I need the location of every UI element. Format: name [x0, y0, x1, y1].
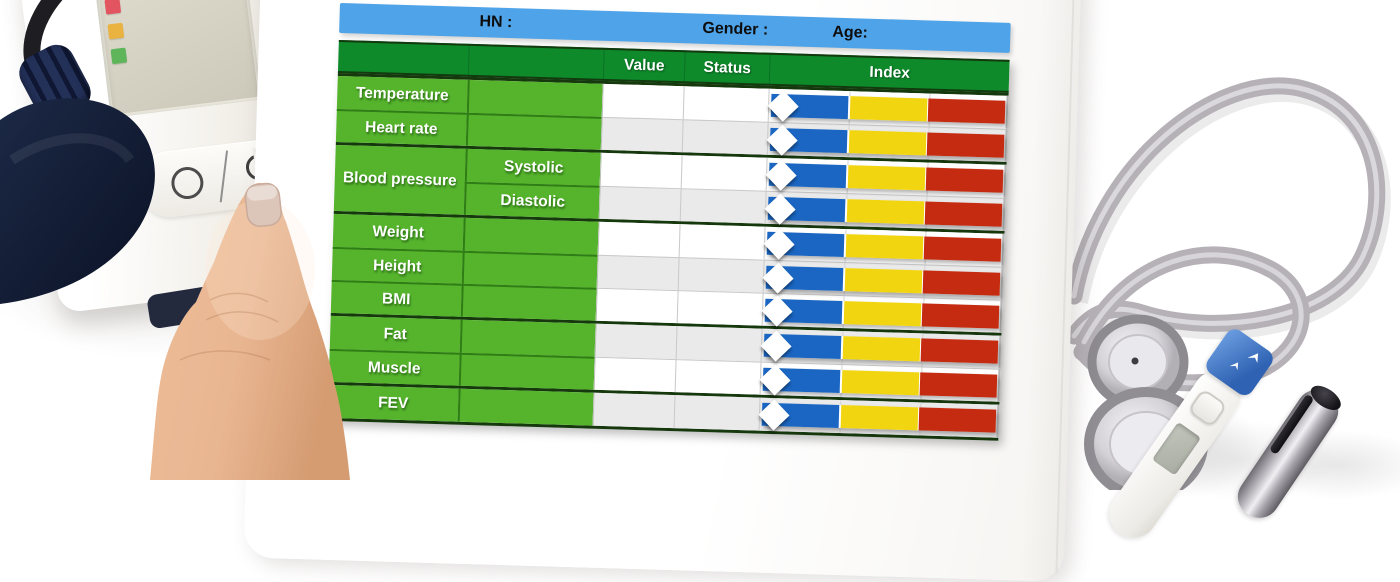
vitals-table: HN : Gender : Age: Value Status	[327, 3, 1011, 441]
row-label-spacer	[457, 388, 594, 426]
row-label-spacer	[459, 319, 596, 357]
index-segment-red	[919, 372, 998, 398]
photo-stage: HN : Gender : Age: Value Status	[0, 0, 1400, 480]
index-bar	[766, 124, 1005, 158]
index-cell[interactable]	[761, 292, 1003, 333]
hand-outline	[150, 182, 350, 480]
index-segment-red	[927, 98, 1006, 124]
age-value[interactable]	[872, 38, 927, 40]
header-value: Value	[602, 49, 685, 82]
index-segment-yellow	[843, 301, 921, 327]
index-bar	[761, 295, 1000, 329]
row-label-spacer	[465, 112, 602, 150]
index-segment-red	[923, 236, 1002, 262]
status-cell[interactable]	[680, 155, 767, 191]
row-label-spacer	[466, 79, 603, 117]
index-bar	[758, 399, 997, 433]
index-segment-yellow	[845, 234, 923, 260]
status-cell[interactable]	[674, 359, 761, 395]
thumb-nail	[244, 182, 282, 228]
row-label: Temperature	[336, 75, 468, 113]
index-segment-yellow	[847, 165, 925, 191]
row-label: Heart rate	[335, 108, 467, 146]
index-segment-yellow	[844, 268, 922, 294]
index-bar	[760, 330, 999, 364]
row-sublabel: Systolic	[464, 148, 601, 186]
blood-pressure-cuff	[0, 98, 155, 305]
row-label-spacer	[460, 283, 597, 321]
row-label-spacer	[462, 217, 599, 255]
index-bar	[765, 159, 1004, 193]
row-label-spacer	[461, 250, 598, 288]
index-segment-red	[918, 407, 997, 433]
hn-value[interactable]	[517, 27, 572, 29]
index-segment-red	[924, 201, 1003, 227]
status-cell[interactable]	[673, 395, 760, 431]
value-cell[interactable]	[596, 254, 679, 291]
status-cell[interactable]	[679, 188, 766, 224]
row-label-spacer	[458, 352, 595, 390]
age-label: Age:	[832, 23, 869, 42]
index-segment-red	[926, 132, 1005, 158]
index-segment-red	[920, 338, 999, 364]
gender-value[interactable]	[772, 35, 827, 37]
index-segment-red	[922, 270, 1001, 296]
row-sublabel: Diastolic	[463, 181, 600, 219]
value-cell[interactable]	[599, 152, 682, 189]
value-cell[interactable]	[595, 287, 678, 324]
index-segment-yellow	[848, 130, 926, 156]
value-cell[interactable]	[600, 116, 683, 153]
thermometer-logo-icon	[1247, 350, 1262, 365]
index-segment-yellow	[842, 336, 920, 362]
age-field: Age:	[832, 24, 928, 45]
header-status: Status	[683, 52, 770, 84]
index-bar	[762, 262, 1001, 296]
index-segment-yellow	[841, 370, 919, 396]
gender-field: Gender :	[702, 20, 828, 42]
index-segment-red	[925, 167, 1004, 193]
index-segment-yellow	[846, 199, 924, 225]
value-cell[interactable]	[597, 221, 680, 258]
index-bar	[764, 193, 1003, 227]
index-bar	[767, 90, 1006, 124]
status-cell[interactable]	[682, 86, 769, 122]
status-cell[interactable]	[681, 119, 768, 155]
vitals-table-body: Value Status Index Temperature Heart rate…	[327, 39, 1010, 441]
value-cell[interactable]	[592, 392, 675, 429]
index-cell[interactable]	[758, 397, 1000, 438]
value-cell[interactable]	[598, 185, 681, 222]
thermometer-logo-icon	[1229, 360, 1241, 372]
hand-holding-tablet	[150, 182, 350, 480]
hn-field: HN :	[479, 13, 572, 34]
index-bar	[763, 228, 1002, 262]
skin-creases	[179, 292, 279, 361]
index-cell[interactable]	[759, 361, 1001, 402]
hn-label: HN :	[479, 13, 513, 32]
status-cell[interactable]	[675, 326, 762, 362]
status-cell[interactable]	[677, 257, 764, 293]
value-cell[interactable]	[594, 323, 677, 360]
value-cell[interactable]	[593, 356, 676, 393]
status-cell[interactable]	[676, 290, 763, 326]
header-index: Index	[768, 54, 1010, 91]
gender-label: Gender :	[702, 19, 769, 39]
header-spacer-2	[467, 45, 604, 79]
value-cell[interactable]	[601, 83, 684, 120]
status-cell[interactable]	[678, 224, 765, 260]
index-bar	[759, 364, 998, 398]
index-segment-red	[921, 303, 1000, 329]
index-segment-yellow	[849, 96, 927, 122]
header-spacer-1	[338, 42, 469, 75]
index-segment-yellow	[840, 405, 918, 431]
row-group: Weight Height BMI	[330, 210, 1005, 333]
